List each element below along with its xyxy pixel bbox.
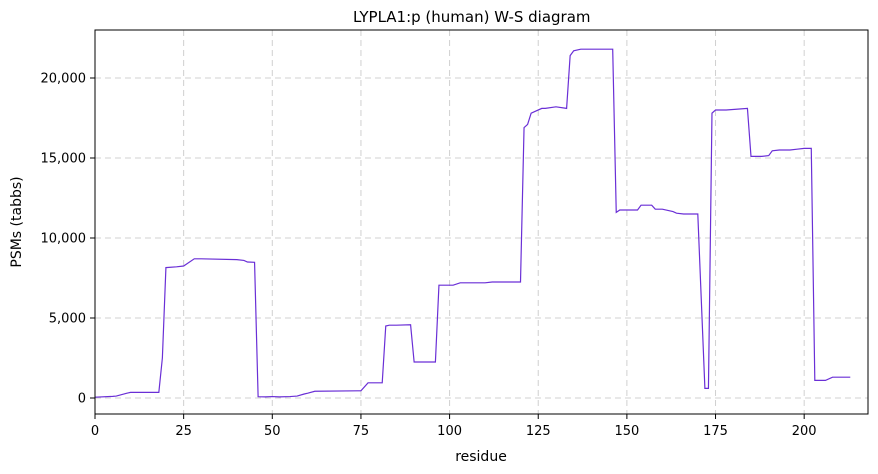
grid-layer <box>94 30 868 414</box>
y-tick-label: 15,000 <box>41 152 87 167</box>
y-axis: 0 5,000 10,000 15,000 20,000 <box>41 72 95 407</box>
plot-frame <box>94 29 869 415</box>
y-tick-label: 5,000 <box>49 312 86 327</box>
x-tick-label: 175 <box>703 424 728 439</box>
x-tick-label: 25 <box>175 424 192 439</box>
x-tick-label: 125 <box>526 424 551 439</box>
x-axis-label: residue <box>455 449 507 465</box>
x-tick-label: 0 <box>91 424 99 439</box>
series-line <box>94 48 851 398</box>
y-tick-label: 20,000 <box>41 72 87 87</box>
y-tick-label: 0 <box>78 392 86 407</box>
x-tick-label: 75 <box>353 424 370 439</box>
x-tick-label: 100 <box>437 424 462 439</box>
x-tick-label: 200 <box>792 424 817 439</box>
y-tick-label: 10,000 <box>41 232 87 247</box>
y-axis-label: PSMs (tabbs) <box>9 176 25 267</box>
chart-title: LYPLA1:p (human) W-S diagram <box>353 8 591 26</box>
x-tick-label: 50 <box>264 424 281 439</box>
x-axis: 0 25 50 75 100 125 150 175 200 <box>91 414 817 439</box>
x-tick-label: 150 <box>614 424 639 439</box>
